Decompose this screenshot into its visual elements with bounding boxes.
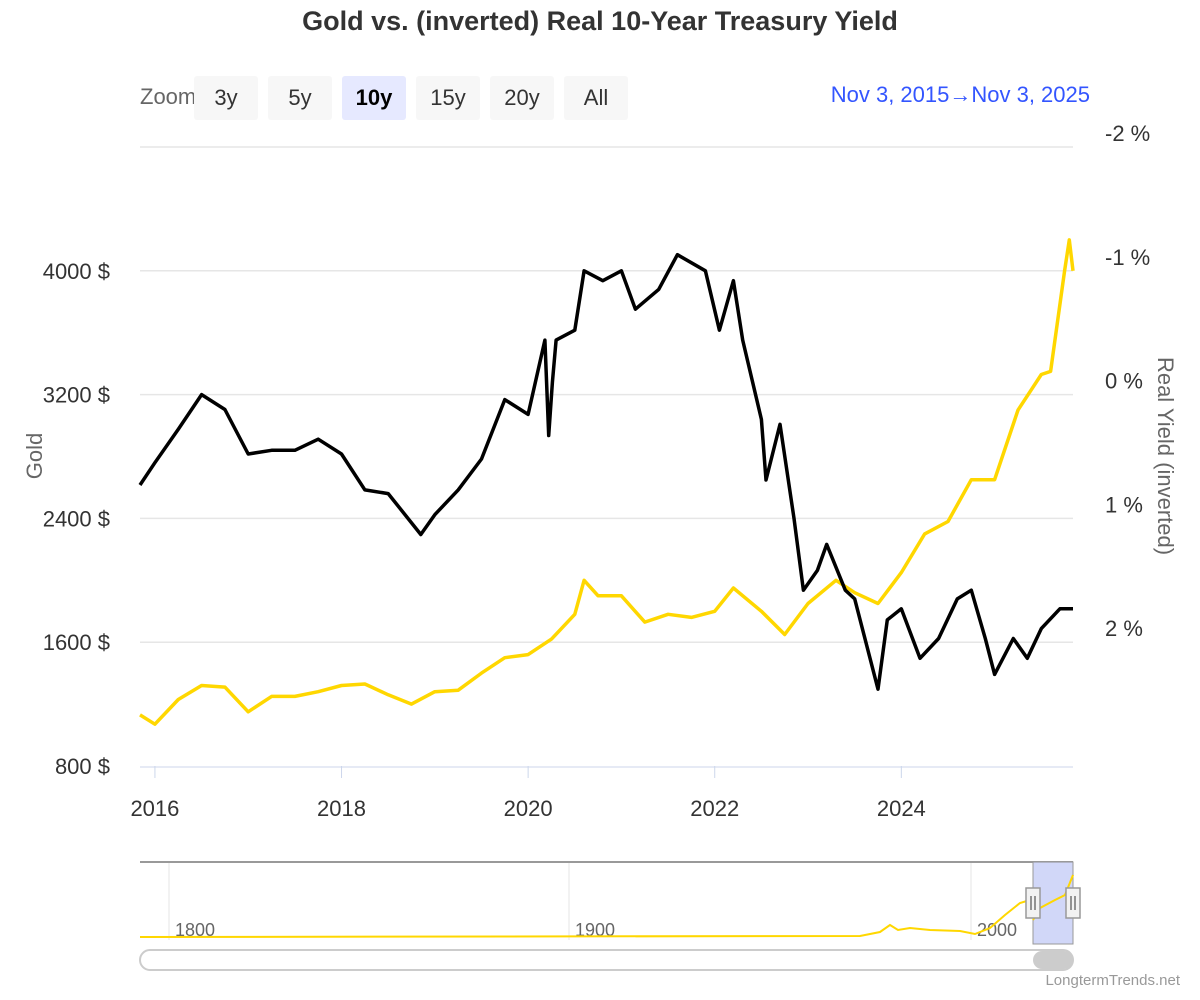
zoom-button-10y[interactable]: 10y [342, 76, 406, 120]
x-tick-label: 2018 [317, 796, 366, 821]
y-right-tick-label: 1 % [1105, 492, 1143, 517]
scrollbar-track[interactable] [139, 949, 1074, 971]
x-tick-label: 2022 [690, 796, 739, 821]
range-to[interactable]: Nov 3, 2025 [971, 82, 1090, 107]
y-left-tick-label: 2400 $ [43, 506, 110, 531]
navigator-label: 1800 [175, 920, 215, 940]
range-from[interactable]: Nov 3, 2015 [830, 82, 950, 107]
x-tick-label: 2020 [504, 796, 553, 821]
navigator-handle-left[interactable] [1025, 887, 1041, 919]
scrollbar-thumb[interactable] [1033, 951, 1073, 969]
y-right-tick-label: 2 % [1105, 616, 1143, 641]
y-right-tick-label: -2 % [1105, 121, 1150, 146]
zoom-button-20y[interactable]: 20y [490, 76, 554, 120]
zoom-button-All[interactable]: All [564, 76, 628, 120]
y-left-tick-label: 1600 $ [43, 630, 110, 655]
navigator-handle-right[interactable] [1065, 887, 1081, 919]
y-left-axis-title: Gold [22, 433, 47, 479]
y-right-tick-label: 0 % [1105, 369, 1143, 394]
navigator-label: 1900 [575, 920, 615, 940]
zoom-button-15y[interactable]: 15y [416, 76, 480, 120]
chart-title: Gold vs. (inverted) Real 10-Year Treasur… [302, 6, 898, 36]
zoom-button-3y[interactable]: 3y [194, 76, 258, 120]
date-range[interactable]: Nov 3, 2015→Nov 3, 2025 [830, 82, 1090, 107]
y-left-tick-label: 800 $ [55, 754, 110, 779]
y-left-tick-label: 4000 $ [43, 259, 110, 284]
gold-series-line [139, 238, 1075, 726]
zoom-button-5y[interactable]: 5y [268, 76, 332, 120]
x-tick-label: 2016 [130, 796, 179, 821]
real-yield-series-line [138, 252, 1073, 691]
navigator-label: 2000 [977, 920, 1017, 940]
y-right-axis-title: Real Yield (inverted) [1153, 357, 1178, 555]
navigator[interactable] [140, 862, 1073, 940]
credit-link[interactable]: LongtermTrends.net [1045, 972, 1180, 989]
x-tick-label: 2024 [877, 796, 926, 821]
zoom-label: Zoom [140, 84, 194, 109]
y-left-tick-label: 3200 $ [43, 383, 110, 408]
y-right-tick-label: -1 % [1105, 245, 1150, 270]
